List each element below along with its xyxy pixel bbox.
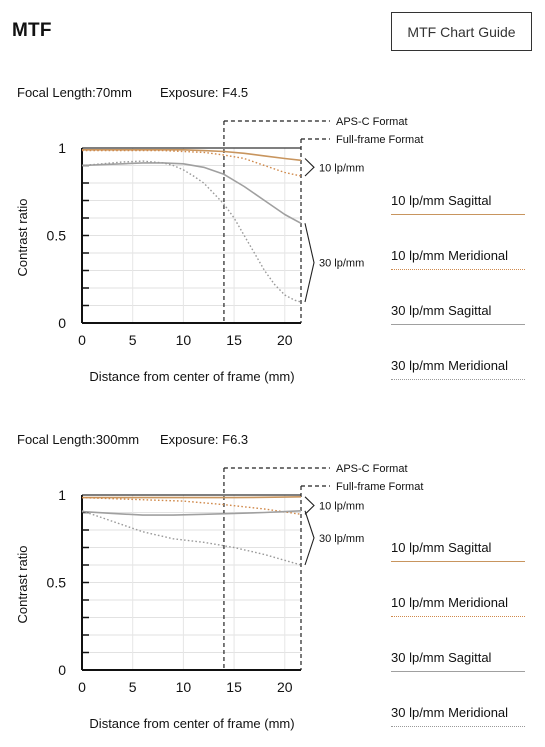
x-tick-label: 10 <box>176 332 192 348</box>
x-tick-label: 5 <box>129 679 137 695</box>
series-line <box>81 510 302 516</box>
legend-swatch-line <box>391 324 525 325</box>
series-line <box>82 149 302 177</box>
series-line <box>81 510 302 566</box>
full-frame-format-label: Full-frame Format <box>336 134 423 146</box>
aps-c-format-label: APS-C Format <box>336 116 408 128</box>
legend-swatch-line <box>391 379 525 380</box>
page-title: MTF <box>12 20 52 41</box>
legend-item: 30 lp/mm Sagittal <box>391 650 525 674</box>
x-tick-label: 20 <box>277 679 293 695</box>
legend-label: 30 lp/mm Meridional <box>391 358 509 373</box>
group-bracket <box>304 496 315 515</box>
legend-swatch-line <box>391 214 525 215</box>
series-line <box>81 160 302 303</box>
exposure-label: Exposure: F6.3 <box>160 432 248 447</box>
legend-swatch-line <box>391 616 525 617</box>
chart-legend: 10 lp/mm Sagittal 10 lp/mm Meridional 30 l… <box>391 70 525 400</box>
group-bracket <box>304 223 315 303</box>
series-line <box>82 496 302 499</box>
legend-item: 10 lp/mm Sagittal <box>391 540 525 564</box>
y-tick-label: 0.5 <box>47 228 67 244</box>
legend-swatch-line <box>391 726 525 727</box>
x-axis-label: Distance from center of frame (mm) <box>89 369 294 384</box>
mtf-chart-block-70mm: Focal Length:70mm Exposure: F4.5 0 0.5 1 0 5 10… <box>0 70 545 400</box>
legend-label: 30 lp/mm Sagittal <box>391 303 492 318</box>
chart-legend: 10 lp/mm Sagittal 10 lp/mm Meridional 30 l… <box>391 417 525 747</box>
group-bracket <box>304 510 315 566</box>
series-line <box>82 149 302 162</box>
full-frame-format-label: Full-frame Format <box>336 481 423 493</box>
x-tick-label: 0 <box>78 679 86 695</box>
legend-item: 10 lp/mm Meridional <box>391 248 525 272</box>
legend-item: 10 lp/mm Meridional <box>391 595 525 619</box>
x-tick-label: 20 <box>277 332 293 348</box>
legend-swatch-line <box>391 561 525 562</box>
legend-label: 10 lp/mm Sagittal <box>391 540 492 555</box>
x-tick-label: 15 <box>226 679 242 695</box>
legend-label: 10 lp/mm Meridional <box>391 248 509 263</box>
y-tick-label: 1 <box>58 140 66 156</box>
x-tick-label: 5 <box>129 332 137 348</box>
y-tick-label: 0 <box>58 662 66 678</box>
aps-c-format-label: APS-C Format <box>336 463 408 475</box>
mtf-chart-70mm: Focal Length:70mm Exposure: F4.500.510 5 10… <box>15 85 423 384</box>
y-axis-label: Contrast ratio <box>15 198 30 276</box>
legend-label: 30 lp/mm Meridional <box>391 705 509 720</box>
exposure-label: Exposure: F4.5 <box>160 85 248 100</box>
focal-length-label: Focal Length:300mm <box>17 432 139 447</box>
legend-item: 30 lp/mm Meridional <box>391 705 525 729</box>
y-axis-label: Contrast ratio <box>15 545 30 623</box>
legend-item: 30 lp/mm Meridional <box>391 358 525 382</box>
group-label: 10 lp/mm <box>319 162 364 174</box>
series-line <box>81 162 302 225</box>
group-label: 30 lp/mm <box>319 258 364 270</box>
y-tick-label: 0 <box>58 315 66 331</box>
mtf-chart-300mm: Focal Length:300mm Exposure: F6.300.510 5 1… <box>15 432 423 731</box>
legend-swatch-line <box>391 269 525 270</box>
x-tick-label: 0 <box>78 332 86 348</box>
legend-item: 10 lp/mm Sagittal <box>391 193 525 217</box>
group-bracket <box>304 158 315 177</box>
y-tick-label: 1 <box>58 487 66 503</box>
group-label: 30 lp/mm <box>319 533 364 545</box>
series-line <box>81 496 302 515</box>
legend-label: 10 lp/mm Sagittal <box>391 193 492 208</box>
y-tick-label: 0.5 <box>47 575 67 591</box>
legend-swatch-line <box>391 671 525 672</box>
mtf-chart-block-300mm: Focal Length:300mm Exposure: F6.3 0 0.5 1 0 5 1… <box>0 417 545 747</box>
x-axis-label: Distance from center of frame (mm) <box>89 716 294 731</box>
legend-label: 10 lp/mm Meridional <box>391 595 509 610</box>
legend-label: 30 lp/mm Sagittal <box>391 650 492 665</box>
group-label: 10 lp/mm <box>319 501 364 513</box>
mtf-chart-guide-button[interactable]: MTF Chart Guide <box>391 12 532 51</box>
x-tick-label: 10 <box>176 679 192 695</box>
legend-item: 30 lp/mm Sagittal <box>391 303 525 327</box>
x-tick-label: 15 <box>226 332 242 348</box>
focal-length-label: Focal Length:70mm <box>17 85 132 100</box>
